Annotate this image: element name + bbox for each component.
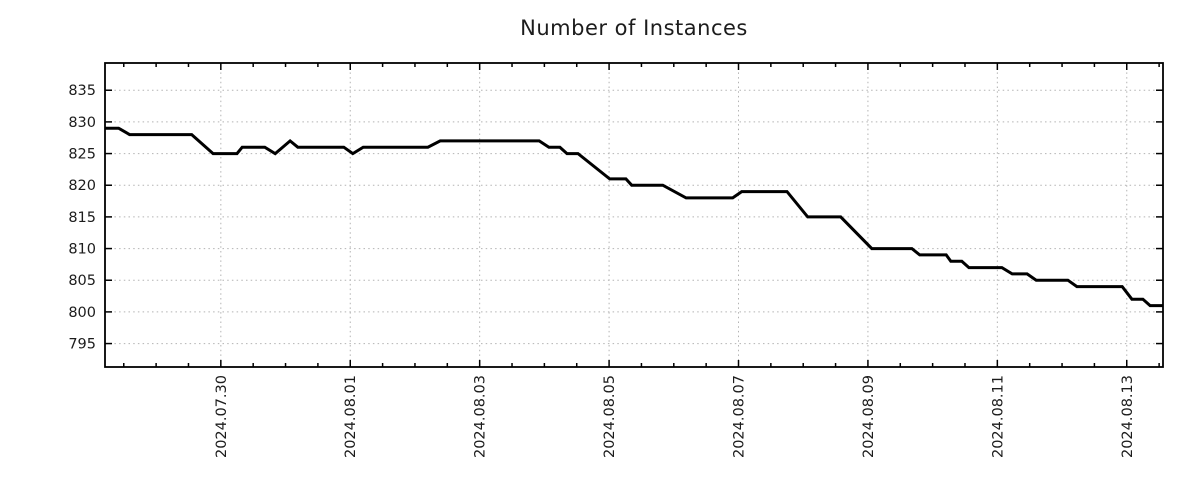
svg-text:810: 810 bbox=[68, 242, 96, 258]
svg-text:2024.08.07: 2024.08.07 bbox=[732, 375, 748, 458]
svg-text:835: 835 bbox=[68, 83, 96, 99]
svg-text:2024.08.01: 2024.08.01 bbox=[343, 375, 359, 458]
svg-text:2024.08.11: 2024.08.11 bbox=[990, 375, 1006, 458]
svg-text:2024.08.09: 2024.08.09 bbox=[861, 375, 877, 458]
svg-text:2024.07.30: 2024.07.30 bbox=[214, 375, 230, 458]
chart-title: Number of Instances bbox=[520, 16, 748, 40]
svg-text:820: 820 bbox=[68, 178, 96, 194]
svg-text:830: 830 bbox=[68, 115, 96, 131]
svg-text:825: 825 bbox=[68, 147, 96, 163]
tick-marks bbox=[105, 63, 1163, 367]
svg-text:805: 805 bbox=[68, 273, 96, 289]
y-axis-labels: 795 800 805 810 815 820 825 830 835 bbox=[68, 83, 96, 352]
gridlines bbox=[105, 63, 1163, 367]
plot-border bbox=[104, 62, 1164, 368]
svg-text:800: 800 bbox=[68, 305, 96, 321]
svg-text:815: 815 bbox=[68, 210, 96, 226]
series-line bbox=[105, 126, 1163, 308]
svg-text:2024.08.03: 2024.08.03 bbox=[473, 375, 489, 458]
svg-text:795: 795 bbox=[68, 337, 96, 353]
x-axis-labels: 2024.07.30 2024.08.01 2024.08.03 2024.08.05… bbox=[214, 375, 1136, 458]
svg-text:2024.08.05: 2024.08.05 bbox=[602, 375, 618, 458]
svg-text:2024.08.13: 2024.08.13 bbox=[1120, 375, 1136, 458]
